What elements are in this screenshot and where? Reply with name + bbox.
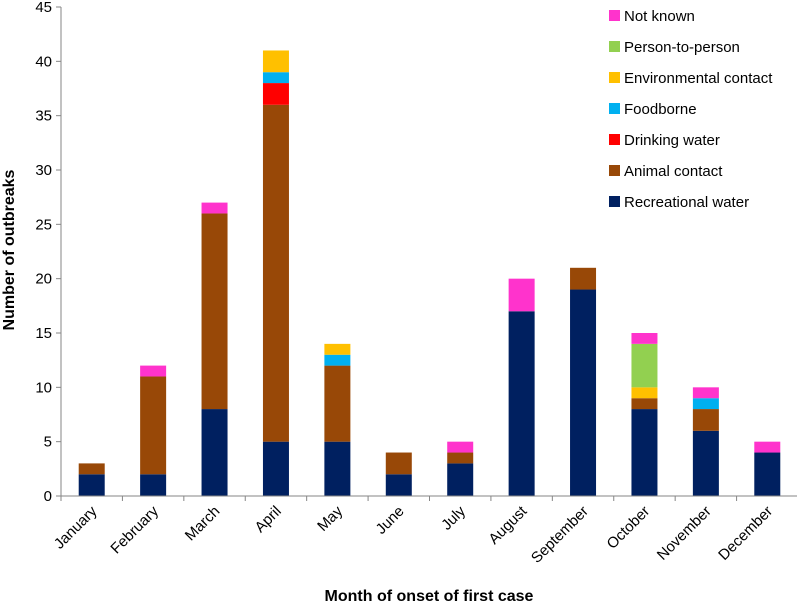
bar-september-animal-contact [570, 267, 597, 290]
x-tick-label-october: October [604, 503, 654, 553]
y-tick-label: 0 [44, 488, 52, 505]
x-tick-label-march: March [182, 503, 223, 544]
bar-october-environmental-contact [631, 387, 658, 399]
bar-may-foodborne [324, 354, 351, 366]
bar-february-recreational-water [140, 474, 167, 496]
bar-march-animal-contact [201, 213, 228, 410]
x-ticks-group: January February March April May June July Augu… [51, 496, 776, 567]
bar-april-foodborne [262, 72, 289, 84]
bar-june-animal-contact [385, 452, 412, 475]
bar-october-not-known [631, 333, 658, 344]
y-tick-label: 10 [35, 379, 52, 396]
legend-label-animal-contact: Animal contact [624, 163, 723, 180]
bar-march-recreational-water [201, 409, 228, 496]
bar-july-not-known [447, 441, 474, 453]
bar-june-recreational-water [385, 474, 412, 496]
x-tick-label-july: July [438, 502, 469, 533]
legend: Not known Person-to-person Environmental c… [609, 8, 773, 211]
bar-february-not-known [140, 365, 167, 377]
bar-october-animal-contact [631, 398, 658, 410]
bar-september-recreational-water [570, 289, 597, 496]
x-tick-label-august: August [485, 502, 531, 548]
x-axis-title: Month of onset of first case [325, 588, 534, 602]
x-tick-label-september: September [528, 503, 592, 567]
y-tick-label: 45 [35, 0, 52, 16]
bar-january-recreational-water [78, 474, 105, 496]
y-tick-label: 25 [35, 216, 52, 233]
x-tick-label-february: February [107, 502, 162, 557]
legend-label-person-to-person: Person-to-person [624, 39, 740, 56]
legend-label-environmental-contact: Environmental contact [624, 70, 773, 87]
bar-february-animal-contact [140, 376, 167, 475]
legend-swatch-animal-contact [609, 165, 620, 176]
x-tick-label-november: November [654, 503, 715, 564]
y-axis-title: Number of outbreaks [1, 169, 18, 330]
bar-april-environmental-contact [262, 50, 289, 73]
y-tick-label: 5 [44, 434, 52, 451]
bar-august-not-known [508, 278, 535, 312]
bars-group [78, 50, 781, 496]
x-tick-label-april: April [252, 503, 285, 536]
bar-april-drinking-water [262, 83, 289, 105]
x-tick-label-may: May [314, 502, 346, 534]
bar-may-recreational-water [324, 441, 351, 496]
legend-label-recreational-water: Recreational water [624, 194, 749, 211]
legend-swatch-foodborne [609, 103, 620, 114]
legend-swatch-environmental-contact [609, 72, 620, 83]
y-tick-label: 30 [35, 162, 52, 179]
bar-april-animal-contact [262, 104, 289, 442]
bar-july-recreational-water [447, 463, 474, 496]
legend-label-drinking-water: Drinking water [624, 132, 720, 149]
y-tick-label: 35 [35, 108, 52, 125]
x-tick-label-january: January [51, 502, 101, 552]
bar-march-not-known [201, 202, 228, 214]
y-tick-label: 40 [35, 53, 52, 70]
bar-december-not-known [754, 441, 781, 453]
bar-july-animal-contact [447, 452, 474, 464]
x-tick-label-december: December [715, 503, 776, 564]
bar-november-animal-contact [692, 409, 719, 431]
legend-label-not-known: Not known [624, 8, 695, 25]
legend-label-foodborne: Foodborne [624, 101, 697, 118]
bar-january-animal-contact [78, 463, 105, 475]
y-ticks-group: 0 5 10 15 20 25 30 35 40 45 [35, 0, 61, 505]
legend-swatch-recreational-water [609, 196, 620, 207]
y-tick-label: 20 [35, 271, 52, 288]
bar-october-person-to-person [631, 343, 658, 388]
bar-may-animal-contact [324, 365, 351, 442]
legend-swatch-drinking-water [609, 134, 620, 145]
bar-november-foodborne [692, 398, 719, 410]
bar-november-not-known [692, 387, 719, 399]
legend-swatch-not-known [609, 10, 620, 21]
bar-april-recreational-water [262, 441, 289, 496]
bar-december-recreational-water [754, 452, 781, 496]
y-tick-label: 15 [35, 325, 52, 342]
x-tick-label-june: June [373, 503, 408, 538]
bar-august-recreational-water [508, 311, 535, 496]
legend-swatch-person-to-person [609, 41, 620, 52]
bar-october-recreational-water [631, 409, 658, 496]
bar-november-recreational-water [692, 430, 719, 496]
bar-may-environmental-contact [324, 343, 351, 355]
